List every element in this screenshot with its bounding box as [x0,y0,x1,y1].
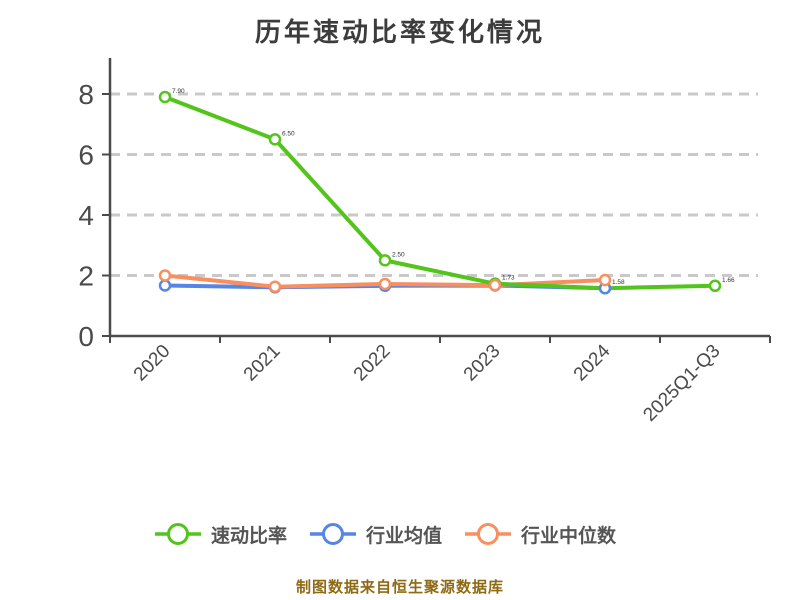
y-tick-label: 0 [78,321,94,352]
legend-item-industry-median: 行业中位数 [464,521,616,548]
x-tick-label: 2025Q1-Q3 [639,341,724,426]
data-source-note: 制图数据来自恒生聚源数据库 [295,579,504,596]
quick-ratio-legend-marker-icon [154,523,201,545]
quick-ratio-line [163,95,717,291]
legend-label-quick-ratio: 速动比率 [210,525,287,547]
legend-label-industry-average: 行业均值 [365,525,442,547]
y-tick-label: 6 [78,140,94,171]
quick-ratio-point-marker [268,133,282,146]
industry-median-point-marker [378,277,392,291]
quick-ratio-point-label: 1.66 [722,277,735,284]
axis [108,58,770,338]
x-tick-label: 2020 [130,341,175,386]
legend-circle-marker [321,523,344,545]
legend: 速动比率 行业均值 行业中位数 [0,514,770,554]
y-tick-label: 2 [78,261,94,292]
quick-ratio-point-marker [158,90,172,104]
y-tick-label: 4 [78,200,94,231]
industry-average-point-marker [158,279,172,292]
quick-ratio-point-label: 7.90 [172,88,185,95]
industry-average-legend-marker-icon [309,523,356,545]
industry-median-point-marker [488,278,502,292]
x-tick-label: 2021 [240,341,285,386]
quick-ratio-point-label: 2.50 [392,251,405,258]
y-tick-label: 8 [78,79,94,110]
quick-ratio-point-marker [378,254,392,267]
legend-circle-marker [166,523,189,545]
quick-ratio-point-label: 6.50 [282,130,295,137]
industry-median-point-marker [598,273,612,287]
quick-ratio-point-marker [708,279,722,293]
line-chart-plot: 0 2 4 6 8 2020 2021 2022 2023 2024 2025Q1-Q3 7.90 6.… [78,58,771,426]
industry-median-legend-marker-icon [465,523,511,545]
industry-median-point-marker [268,280,282,293]
quick-ratio-point-label: 1.73 [502,275,515,282]
x-tick-label: 2023 [460,341,505,386]
legend-circle-marker [477,523,499,545]
quick-ratio-point-label: 1.58 [612,279,625,286]
legend-label-industry-median: 行业中位数 [521,525,617,547]
x-tick-label: 2024 [570,340,615,385]
industry-median-point-marker [158,269,172,282]
legend-item-industry-average: 行业均值 [309,521,442,548]
legend-item-quick-ratio: 速动比率 [154,521,287,548]
x-tick-label: 2022 [350,341,395,386]
chart-title: 历年速动比率变化情况 [254,17,545,47]
